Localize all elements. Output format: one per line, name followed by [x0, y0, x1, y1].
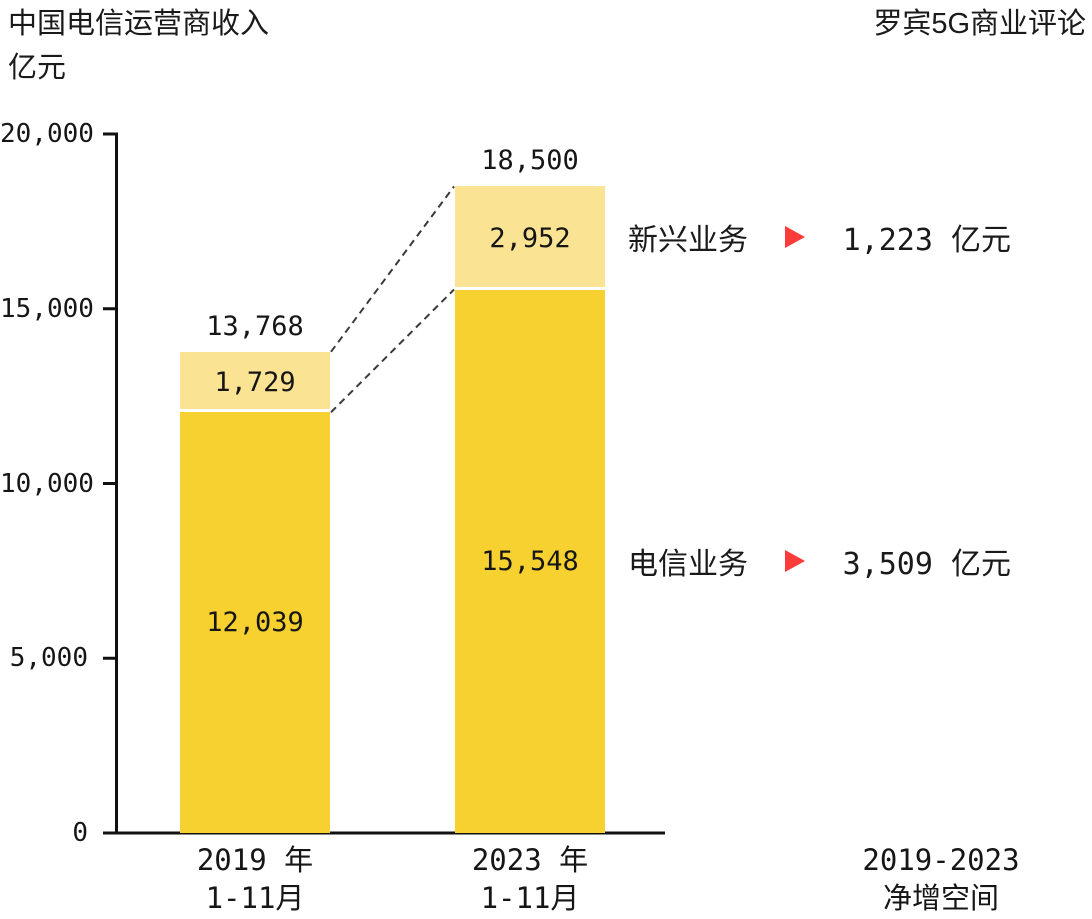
- right-triangle-icon: [785, 550, 806, 572]
- bar-segment-telecom-2: 15,548: [455, 289, 605, 833]
- chart-title-block: 中国电信运营商收入 亿元: [8, 2, 269, 90]
- x-axis-category-line: 2019 年: [196, 843, 314, 877]
- bar-total-label: 13,768: [206, 310, 304, 342]
- footer-period: 2019-2023: [862, 843, 1020, 877]
- chart-title: 中国电信运营商收入: [8, 8, 270, 40]
- footer-net-increase-block: 2019-2023 净增空间: [831, 841, 1051, 917]
- bar-total-label: 18,500: [481, 145, 579, 177]
- y-axis-tick-label: 10,000: [0, 468, 94, 499]
- x-axis-category-line: 2023 年: [471, 843, 589, 877]
- y-axis-tick-label: 0: [72, 818, 88, 848]
- bar-segment-emerging-2: 2,952: [455, 186, 605, 290]
- right-triangle-icon: [785, 226, 806, 248]
- bar-segment-telecom-1: 12,039: [180, 412, 330, 833]
- annotation-value-telecom: 3,509 亿元: [842, 547, 1011, 582]
- y-axis-tick-label: 20,000: [0, 119, 94, 149]
- connector-dashed-line-top: [330, 185, 455, 353]
- x-axis-category-label: 2023 年 1-11月: [420, 841, 640, 917]
- segment-value-label: 1,729: [214, 366, 296, 398]
- bar-segment-emerging-1: 1,729: [180, 351, 330, 413]
- annotation-row-telecom-business: 电信业务 3,509 亿元: [628, 536, 1011, 586]
- x-axis-category-line: 1-11月: [480, 881, 580, 915]
- x-axis-category-line: 1-11月: [205, 881, 305, 915]
- segment-value-label: 12,039: [206, 607, 304, 639]
- source-label: 罗宾5G商业评论: [873, 8, 1086, 40]
- segment-value-label: 2,952: [489, 222, 571, 254]
- y-axis-tick-label: 5,000: [9, 643, 88, 674]
- x-axis-category-label: 2019 年 1-11月: [145, 841, 365, 917]
- annotation-value-emerging: 1,223 亿元: [842, 223, 1011, 258]
- segment-value-label: 15,548: [481, 545, 579, 577]
- annotation-label-telecom: 电信业务: [628, 548, 748, 581]
- annotation-label-emerging: 新兴业务: [628, 224, 748, 257]
- segment-separator: [455, 286, 605, 290]
- chart-unit-label: 亿元: [8, 52, 67, 84]
- footer-caption: 净增空间: [882, 881, 999, 915]
- annotation-row-emerging-business: 新兴业务 1,223 亿元: [628, 212, 1011, 262]
- y-axis-tick-label: 15,000: [0, 293, 94, 324]
- segment-separator: [180, 409, 330, 413]
- connector-dashed-line-boundary: [330, 288, 455, 413]
